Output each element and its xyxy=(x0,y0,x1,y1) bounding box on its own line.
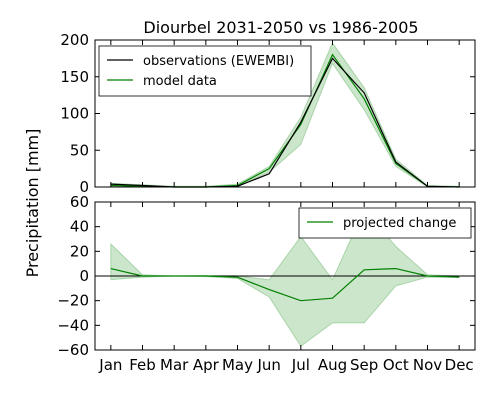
legend-box xyxy=(298,207,472,239)
top-panel: 0 50 100 150 200 observations (EWEMBI) model d… xyxy=(60,31,476,196)
y-tick-label: 60 xyxy=(70,193,89,211)
y-tick-label: 100 xyxy=(60,105,89,123)
x-tick-label: May xyxy=(222,356,253,374)
x-tick-label: Sep xyxy=(350,356,378,374)
y-tick-label: 150 xyxy=(60,68,89,86)
chart-title: Diourbel 2031-2050 vs 1986-2005 xyxy=(143,18,418,37)
y-tick-label: 200 xyxy=(60,31,89,49)
y-tick-label: 0 xyxy=(79,178,89,196)
x-tick-label: Jan xyxy=(98,356,122,374)
bottom-panel: −60 −40 −20 0 20 40 60 Jan Feb Mar Apr May Jun Jul Aug… xyxy=(57,193,476,374)
x-tick-label: Aug xyxy=(318,356,347,374)
y-tick-label: 40 xyxy=(70,218,89,236)
legend-label-0: projected change xyxy=(343,216,456,231)
x-tick-label: Feb xyxy=(129,356,156,374)
series-line-0 xyxy=(110,267,460,302)
x-tick-label: Jul xyxy=(291,356,310,374)
x-tick-label: Dec xyxy=(445,356,474,374)
y-tick-label: 20 xyxy=(70,242,89,260)
y-tick-label: −20 xyxy=(57,292,89,310)
x-tick-label: Mar xyxy=(160,356,189,374)
legend-box xyxy=(98,45,312,97)
y-tick-label: −40 xyxy=(57,316,89,334)
y-axis-label: Precipitation [mm] xyxy=(23,129,42,278)
x-tick-label: Nov xyxy=(413,356,442,374)
x-tick-label: Oct xyxy=(383,356,409,374)
legend-label-0: observations (EWEMBI) xyxy=(143,54,294,69)
x-tick-label: Jun xyxy=(256,356,280,374)
y-tick-label: −60 xyxy=(57,341,89,359)
legend-label-1: model data xyxy=(143,74,217,89)
x-tick-label: Apr xyxy=(193,356,220,374)
y-tick-label: 50 xyxy=(70,141,89,159)
y-tick-label: 0 xyxy=(79,267,89,285)
